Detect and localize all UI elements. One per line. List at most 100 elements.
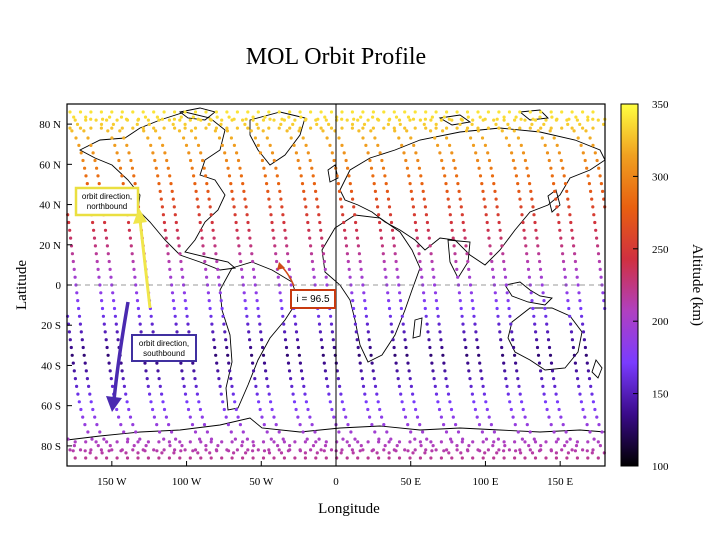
orbit-point	[288, 126, 292, 130]
orbit-point	[240, 444, 244, 448]
orbit-point	[303, 118, 307, 122]
orbit-point	[299, 174, 303, 178]
orbit-point	[423, 205, 427, 209]
orbit-point	[122, 384, 126, 388]
orbit-point	[461, 437, 465, 441]
orbit-point	[249, 244, 253, 248]
orbit-point	[72, 267, 76, 271]
orbit-point	[494, 299, 498, 303]
orbit-point	[504, 283, 508, 287]
orbit-point	[282, 118, 286, 122]
orbit-point	[179, 361, 183, 365]
orbit-point	[472, 314, 476, 318]
x-axis-ticks: 150 W 100 W 50 W 0 50 E 100 E 150 E	[97, 461, 573, 488]
orbit-point	[476, 129, 480, 133]
orbit-point	[410, 197, 414, 201]
orbit-point	[375, 451, 379, 455]
orbit-point	[539, 275, 544, 279]
orbit-point	[303, 197, 307, 201]
orbit-point	[72, 444, 76, 448]
orbit-point	[502, 118, 506, 122]
orbit-point	[525, 252, 529, 256]
orbit-point	[434, 110, 438, 114]
orbit-point	[240, 275, 245, 279]
orbit-point	[138, 437, 142, 441]
inclination-box	[290, 289, 336, 309]
orbit-point	[128, 415, 133, 419]
orbit-point	[172, 306, 176, 311]
orbit-point	[107, 449, 111, 453]
orbit-point	[526, 267, 531, 271]
orbit-point	[122, 136, 126, 140]
orbit-point	[216, 444, 220, 448]
orbit-point	[489, 423, 493, 427]
orbit-point	[543, 143, 547, 147]
orbit-point	[502, 440, 506, 444]
orbit-point	[543, 400, 548, 404]
orbit-point	[483, 143, 487, 147]
orbit-point	[515, 369, 519, 373]
orbit-point	[323, 444, 328, 448]
orbit-point	[267, 451, 272, 455]
orbit-point	[466, 259, 470, 264]
orbit-point	[545, 322, 549, 326]
orbit-point	[117, 415, 121, 419]
orbit-point	[476, 345, 480, 350]
orbit-point	[182, 291, 186, 295]
orbit-point	[455, 126, 459, 130]
orbit-point	[69, 345, 73, 350]
orbit-point	[239, 259, 243, 264]
orbit-point	[208, 306, 212, 311]
orbit-point	[305, 437, 309, 441]
orbit-point	[579, 143, 583, 147]
orbit-point	[435, 306, 439, 311]
orbit-point	[236, 415, 240, 419]
orbit-point	[422, 197, 426, 201]
orbit-point	[224, 415, 228, 419]
orbit-point	[529, 189, 533, 193]
orbit-point	[418, 118, 422, 122]
orbit-point	[106, 353, 110, 357]
orbit-point	[414, 407, 418, 412]
orbit-point	[439, 440, 443, 444]
orbit-point	[585, 423, 589, 427]
orbit-point	[538, 267, 543, 271]
orbit-point	[241, 118, 245, 122]
orbit-point	[521, 407, 525, 412]
orbit-point	[265, 182, 269, 186]
orbit-point	[406, 115, 411, 119]
orbit-point	[183, 392, 188, 396]
orbit-point	[309, 448, 313, 452]
orbit-point	[583, 415, 587, 419]
orbit-point	[238, 252, 242, 256]
orbit-point	[342, 407, 346, 412]
orbit-point	[574, 369, 579, 373]
orbit-point	[95, 423, 99, 427]
orbit-point	[324, 377, 329, 381]
orbit-point	[519, 143, 523, 147]
orbit-point	[415, 236, 419, 240]
orbit-point	[459, 306, 463, 311]
orbit-point	[198, 220, 202, 225]
orbit-point	[96, 174, 100, 178]
orbit-point	[516, 182, 520, 186]
orbit-point	[147, 122, 151, 126]
orbit-point	[307, 228, 311, 232]
orbit-point	[169, 275, 173, 279]
orbit-point	[358, 259, 362, 264]
orbit-point	[296, 415, 300, 419]
orbit-point	[331, 338, 335, 342]
orbit-point	[341, 437, 345, 441]
orbit-point	[523, 158, 528, 163]
orbit-point	[164, 415, 168, 419]
orbit-point	[196, 451, 200, 455]
orbit-point	[185, 400, 189, 404]
orbit-point	[581, 407, 585, 412]
orbit-point	[481, 118, 485, 122]
orbit-point	[73, 275, 77, 279]
orbit-point	[552, 430, 556, 434]
orbit-point	[485, 220, 489, 225]
orbit-point	[476, 110, 480, 114]
orbit-point	[486, 448, 490, 452]
